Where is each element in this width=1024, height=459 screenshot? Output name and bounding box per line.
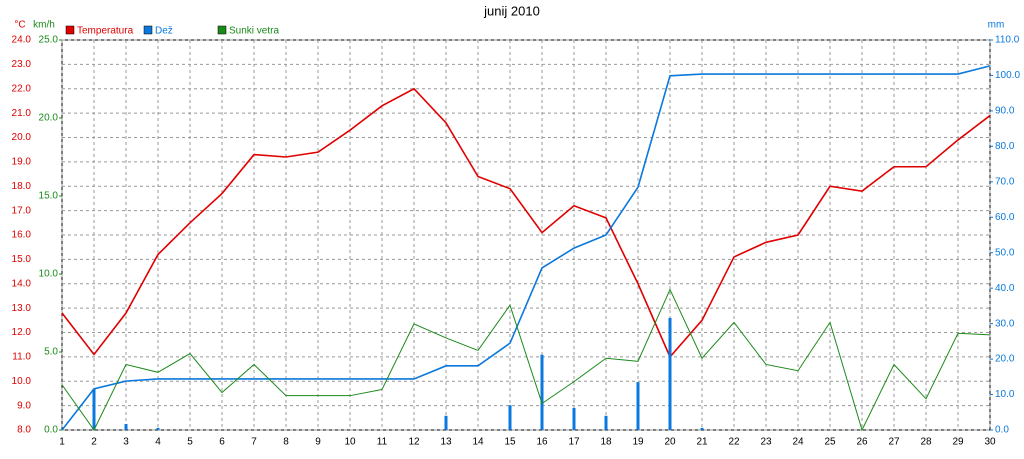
y-tick-label: 18.0 [12, 181, 32, 192]
rain-bar [444, 415, 448, 430]
y2-tick-label: 100.0 [995, 70, 1020, 81]
x-tick-label: 29 [952, 437, 964, 448]
x-tick-label: 6 [219, 437, 225, 448]
y-unit: °C [14, 20, 25, 31]
x-tick-label: 22 [728, 437, 740, 448]
y2-tick-label: 40.0 [995, 283, 1015, 294]
x-tick-label: 1 [59, 437, 65, 448]
x-tick-label: 19 [632, 437, 644, 448]
y-tick-label: 19.0 [12, 157, 32, 168]
y2-unit: mm [988, 20, 1005, 31]
y3-tick-label: 25.0 [39, 35, 59, 46]
y3-unit: km/h [33, 20, 55, 31]
y3-tick-label: 10.0 [39, 269, 59, 280]
x-tick-label: 16 [536, 437, 548, 448]
rain-bar [604, 415, 608, 430]
x-tick-label: 9 [315, 437, 321, 448]
y-tick-label: 16.0 [12, 230, 32, 241]
y-tick-label: 21.0 [12, 108, 32, 119]
y-tick-label: 23.0 [12, 59, 32, 70]
chart-title: junij 2010 [483, 3, 540, 18]
x-tick-label: 28 [920, 437, 932, 448]
y-tick-label: 20.0 [12, 132, 32, 143]
x-tick-label: 13 [440, 437, 452, 448]
rain-bar [700, 427, 704, 430]
y3-tick-label: 15.0 [39, 191, 59, 202]
y-tick-label: 11.0 [12, 352, 31, 363]
y2-tick-label: 90.0 [995, 106, 1015, 117]
rain-bar [636, 382, 640, 430]
y-tick-label: 9.0 [17, 400, 31, 411]
legend-label: Dež [155, 26, 173, 37]
legend-swatch [217, 25, 227, 35]
y-tick-label: 8.0 [17, 425, 31, 436]
y2-tick-label: 50.0 [995, 247, 1015, 258]
y2-tick-label: 60.0 [995, 212, 1015, 223]
series-line [61, 288, 991, 432]
rain-bar [124, 423, 128, 430]
legend-swatch [143, 25, 153, 35]
x-tick-label: 27 [888, 437, 900, 448]
series-line [61, 87, 991, 359]
legend-label: Temperatura [77, 26, 134, 37]
y-tick-label: 22.0 [12, 83, 32, 94]
y2-tick-label: 30.0 [995, 318, 1015, 329]
x-tick-label: 24 [792, 437, 804, 448]
x-tick-label: 18 [600, 437, 612, 448]
x-tick-label: 17 [568, 437, 580, 448]
series-line [61, 65, 991, 431]
y2-tick-label: 70.0 [995, 176, 1015, 187]
y3-tick-label: 20.0 [39, 113, 59, 124]
rain-bar [540, 354, 544, 430]
x-tick-label: 26 [856, 437, 868, 448]
y2-tick-label: 80.0 [995, 141, 1015, 152]
rain-bar [508, 405, 512, 430]
x-tick-label: 21 [696, 437, 708, 448]
y-tick-label: 14.0 [12, 278, 32, 289]
x-tick-label: 10 [344, 437, 356, 448]
x-tick-label: 23 [760, 437, 772, 448]
rain-bar [156, 427, 160, 430]
x-tick-label: 11 [377, 437, 388, 448]
y-tick-label: 10.0 [12, 376, 32, 387]
legend-swatch [65, 25, 75, 35]
y2-tick-label: 110.0 [995, 35, 1020, 46]
y-tick-label: 13.0 [12, 303, 32, 314]
x-tick-label: 3 [123, 437, 129, 448]
x-tick-label: 7 [251, 437, 257, 448]
x-tick-label: 2 [91, 437, 97, 448]
y2-tick-label: 10.0 [995, 389, 1015, 400]
legend-label: Sunki vetra [229, 26, 279, 37]
x-tick-label: 15 [504, 437, 516, 448]
y-tick-label: 17.0 [12, 205, 32, 216]
y-tick-label: 12.0 [12, 327, 32, 338]
y-tick-label: 15.0 [12, 254, 32, 265]
rain-bar [92, 388, 96, 430]
x-tick-label: 14 [472, 437, 484, 448]
y2-tick-label: 0.0 [995, 425, 1009, 436]
y-tick-label: 24.0 [12, 35, 32, 46]
rain-bar [572, 408, 576, 430]
x-tick-label: 8 [283, 437, 289, 448]
x-tick-label: 30 [984, 437, 996, 448]
y2-tick-label: 20.0 [995, 354, 1015, 365]
x-tick-label: 4 [155, 437, 161, 448]
x-tick-label: 12 [408, 437, 420, 448]
x-tick-label: 20 [664, 437, 676, 448]
x-tick-label: 25 [824, 437, 836, 448]
rain-bar [668, 317, 672, 430]
y3-tick-label: 5.0 [44, 347, 58, 358]
y3-tick-label: 0.0 [44, 425, 58, 436]
x-tick-label: 5 [187, 437, 193, 448]
